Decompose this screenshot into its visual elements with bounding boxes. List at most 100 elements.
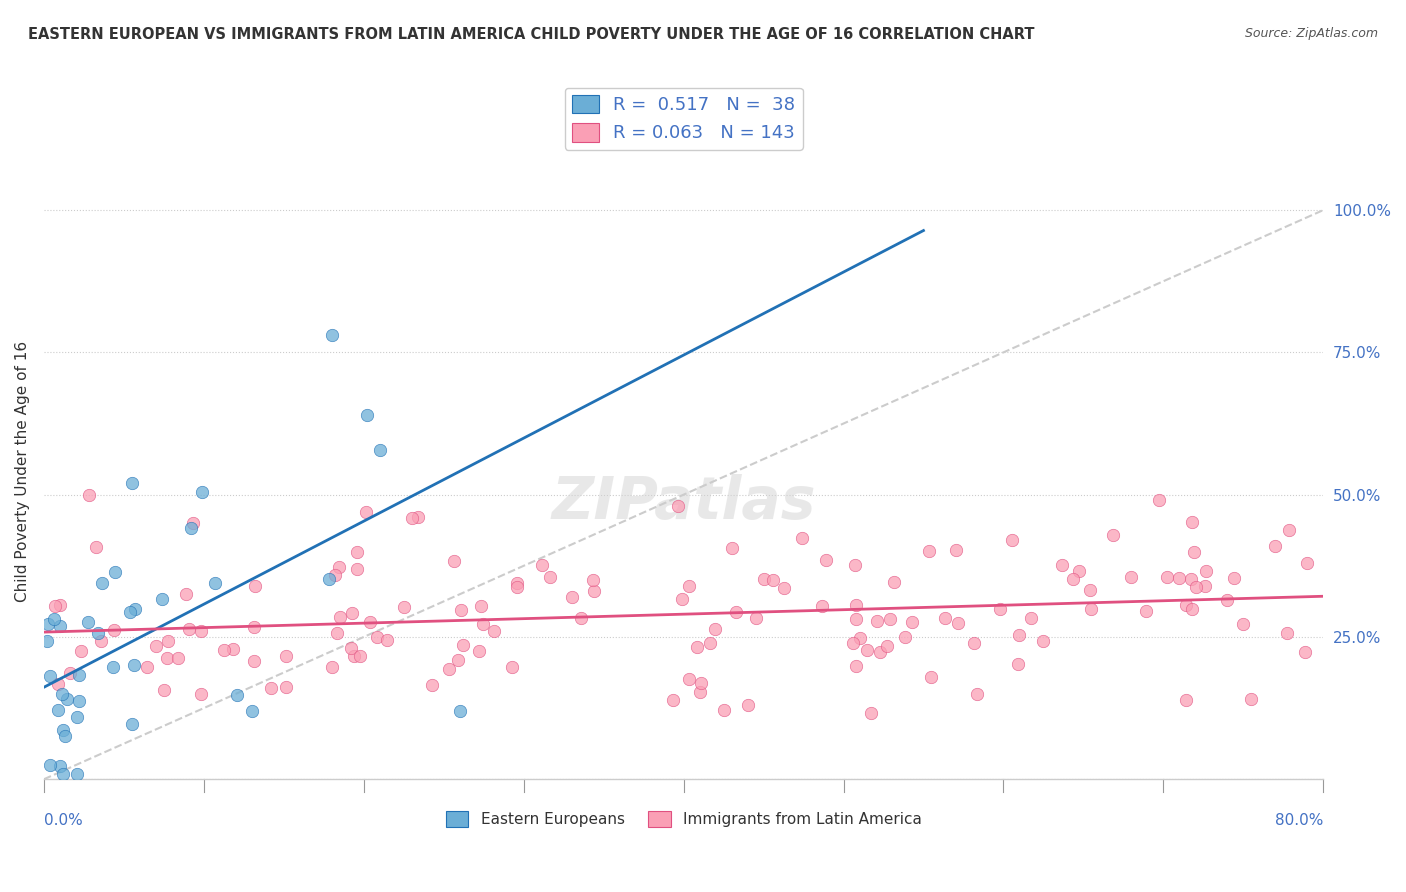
Point — [276, 680, 298, 694]
Point — [150, 591, 173, 606]
Point — [366, 630, 388, 644]
Point — [318, 572, 340, 586]
Point — [506, 575, 529, 590]
Point — [1008, 628, 1031, 642]
Point — [181, 516, 204, 530]
Point — [53, 730, 76, 744]
Point — [321, 328, 343, 343]
Point — [1195, 564, 1218, 578]
Point — [686, 640, 709, 655]
Text: 0.0%: 0.0% — [44, 814, 83, 829]
Point — [844, 558, 866, 572]
Point — [44, 599, 66, 613]
Point — [1278, 523, 1301, 537]
Point — [1001, 533, 1024, 548]
Point — [321, 660, 343, 674]
Point — [145, 639, 167, 653]
Point — [569, 611, 592, 625]
Point — [1119, 570, 1142, 584]
Point — [538, 570, 561, 584]
Point — [67, 694, 90, 708]
Point — [42, 611, 65, 625]
Point — [582, 584, 605, 599]
Point — [1222, 571, 1244, 585]
Point — [67, 667, 90, 681]
Point — [167, 651, 190, 665]
Point — [38, 668, 60, 682]
Point — [420, 678, 443, 692]
Point — [323, 568, 346, 582]
Point — [174, 587, 197, 601]
Point — [894, 630, 917, 644]
Point — [122, 657, 145, 672]
Point — [1181, 602, 1204, 616]
Point — [152, 683, 174, 698]
Point — [1080, 602, 1102, 616]
Point — [1194, 579, 1216, 593]
Point — [1078, 583, 1101, 598]
Point — [124, 602, 146, 616]
Point — [343, 649, 366, 664]
Point — [671, 592, 693, 607]
Point — [66, 766, 89, 780]
Point — [84, 540, 107, 554]
Text: ZIPatlas: ZIPatlas — [551, 475, 815, 531]
Point — [35, 634, 58, 648]
Point — [49, 759, 72, 773]
Point — [77, 488, 100, 502]
Point — [453, 638, 475, 652]
Point — [101, 660, 124, 674]
Point — [1185, 580, 1208, 594]
Point — [328, 560, 350, 574]
Point — [446, 653, 468, 667]
Point — [329, 610, 352, 624]
Point — [346, 545, 368, 559]
Point — [1239, 692, 1261, 706]
Point — [191, 484, 214, 499]
Point — [1296, 556, 1319, 570]
Point — [90, 634, 112, 648]
Point — [443, 554, 465, 568]
Point — [945, 543, 967, 558]
Point — [52, 766, 75, 780]
Point — [856, 643, 879, 657]
Point — [849, 631, 872, 645]
Point — [177, 623, 200, 637]
Point — [1264, 540, 1286, 554]
Point — [340, 607, 363, 621]
Point — [157, 633, 180, 648]
Point — [666, 499, 689, 513]
Point — [988, 601, 1011, 615]
Point — [59, 666, 82, 681]
Point — [76, 615, 98, 629]
Point — [49, 598, 72, 612]
Point — [920, 670, 942, 684]
Text: Source: ZipAtlas.com: Source: ZipAtlas.com — [1244, 27, 1378, 40]
Point — [104, 566, 127, 580]
Point — [340, 640, 363, 655]
Point — [845, 658, 868, 673]
Point — [713, 703, 735, 717]
Point — [814, 553, 837, 567]
Point — [326, 625, 349, 640]
Point — [1067, 564, 1090, 578]
Point — [450, 603, 472, 617]
Point — [212, 643, 235, 657]
Point — [375, 632, 398, 647]
Point — [720, 541, 742, 556]
Point — [356, 408, 378, 422]
Point — [103, 623, 125, 637]
Point — [449, 704, 471, 718]
Point — [482, 624, 505, 639]
Point — [845, 598, 868, 612]
Point — [762, 573, 785, 587]
Point — [810, 599, 832, 613]
Point — [346, 562, 368, 576]
Point — [845, 612, 868, 626]
Point — [661, 693, 683, 707]
Point — [860, 706, 883, 720]
Point — [406, 510, 429, 524]
Point — [46, 676, 69, 690]
Legend: R =  0.517   N =  38, R = 0.063   N = 143: R = 0.517 N = 38, R = 0.063 N = 143 — [565, 87, 803, 150]
Point — [963, 636, 986, 650]
